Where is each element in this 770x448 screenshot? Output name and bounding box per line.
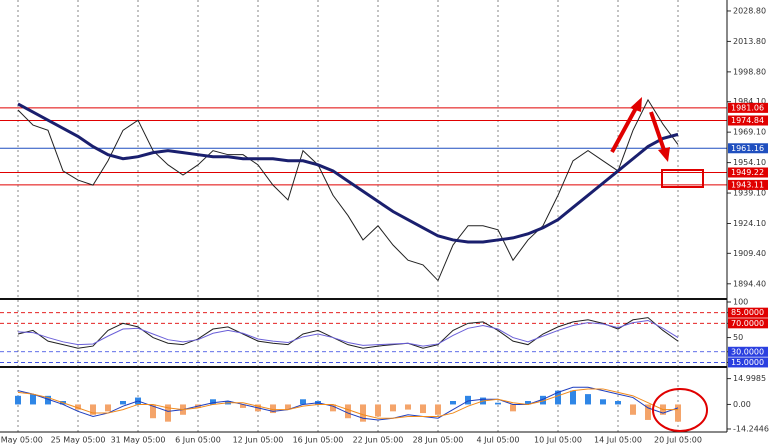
level-label-box bbox=[728, 167, 768, 178]
y-tick-label: 0.00 bbox=[733, 400, 751, 409]
x-tick-label: 31 May 05:00 bbox=[111, 436, 166, 445]
histogram-bar bbox=[210, 399, 216, 405]
level-label-box bbox=[728, 307, 768, 318]
level-label-box bbox=[728, 346, 768, 357]
histogram-bar bbox=[75, 404, 81, 410]
level-label: 1961.16 bbox=[731, 144, 764, 153]
histogram-bar bbox=[165, 404, 171, 422]
histogram-bar bbox=[375, 404, 381, 417]
histogram-bar bbox=[645, 404, 651, 420]
level-label-box bbox=[728, 318, 768, 329]
histogram-bar bbox=[495, 402, 501, 405]
y-tick-label: 1939.10 bbox=[733, 189, 766, 198]
y-tick-label: 1984.10 bbox=[733, 97, 766, 106]
histogram-bar bbox=[510, 404, 516, 412]
level-label: 1974.84 bbox=[731, 116, 764, 125]
y-tick-label: 1998.80 bbox=[733, 67, 766, 76]
y-tick-label: 1909.40 bbox=[733, 249, 766, 258]
y-tick-label: 1954.10 bbox=[733, 158, 766, 167]
x-tick-label: 9 May 05:00 bbox=[0, 436, 43, 445]
y-tick-label: -14.2446 bbox=[733, 424, 769, 433]
y-tick-label: 1924.10 bbox=[733, 219, 766, 228]
histogram-bar bbox=[240, 404, 246, 408]
y-tick-label: 2013.80 bbox=[733, 37, 766, 46]
data-line bbox=[17, 102, 679, 244]
histogram-bar bbox=[330, 404, 336, 412]
histogram-bar bbox=[150, 404, 156, 419]
x-tick-label: 14 Jul 05:00 bbox=[594, 436, 642, 445]
y-tick-label: 50 bbox=[733, 333, 743, 342]
x-tick-label: 6 Jun 05:00 bbox=[175, 436, 221, 445]
data-line bbox=[17, 98, 679, 282]
histogram-bar bbox=[555, 390, 561, 405]
histogram-bar bbox=[120, 401, 126, 405]
level-label-box bbox=[728, 115, 768, 126]
level-label-box bbox=[728, 102, 768, 113]
histogram-bar bbox=[105, 404, 111, 412]
arrow bbox=[610, 107, 638, 153]
level-label: 1943.11 bbox=[731, 180, 764, 189]
histogram-bar bbox=[360, 404, 366, 422]
x-tick-label: 16 Jun 05:00 bbox=[293, 436, 344, 445]
level-label: 1949.22 bbox=[731, 168, 764, 177]
arrow bbox=[649, 111, 666, 151]
level-label-box bbox=[728, 143, 768, 154]
histogram-bar bbox=[45, 395, 51, 405]
histogram-bar bbox=[15, 395, 21, 405]
histogram-bar bbox=[300, 399, 306, 405]
data-line bbox=[17, 386, 679, 421]
x-tick-label: 10 Jul 05:00 bbox=[534, 436, 582, 445]
histogram-bar bbox=[420, 404, 426, 414]
histogram-bar bbox=[570, 390, 576, 405]
y-tick-label: 14.9985 bbox=[733, 374, 766, 383]
y-tick-label: 1894.40 bbox=[733, 279, 766, 288]
arrow-head bbox=[658, 147, 670, 162]
histogram-bar bbox=[525, 401, 531, 405]
y-tick-label: 85.0000 bbox=[731, 308, 764, 317]
x-tick-label: 4 Jul 05:00 bbox=[477, 436, 520, 445]
y-tick-label: 15.0000 bbox=[731, 358, 764, 367]
data-line bbox=[17, 388, 678, 419]
level-label-box bbox=[728, 179, 768, 190]
level-label-box bbox=[728, 357, 768, 368]
level-label: 1981.06 bbox=[731, 103, 764, 112]
y-tick-label: 70.0000 bbox=[731, 319, 764, 328]
histogram-bar bbox=[270, 404, 276, 414]
y-tick-label: 2028.80 bbox=[733, 6, 766, 15]
histogram-bar bbox=[540, 395, 546, 405]
y-tick-label: 100 bbox=[733, 298, 748, 307]
data-line bbox=[17, 317, 679, 349]
histogram-bar bbox=[630, 404, 636, 415]
x-tick-label: 22 Jun 05:00 bbox=[353, 436, 404, 445]
highlight-circle bbox=[652, 388, 708, 432]
histogram-bar bbox=[450, 401, 456, 405]
histogram-bar bbox=[405, 404, 411, 410]
highlight-box bbox=[661, 169, 704, 188]
histogram-bar bbox=[285, 404, 291, 410]
histogram-bar bbox=[675, 404, 681, 422]
data-line bbox=[17, 319, 679, 347]
y-tick-label: 30.0000 bbox=[731, 347, 764, 356]
histogram-bar bbox=[435, 404, 441, 415]
histogram-bar bbox=[30, 394, 36, 405]
arrow-head bbox=[630, 97, 642, 112]
y-tick-label: 1969.10 bbox=[733, 128, 766, 137]
histogram-bar bbox=[390, 404, 396, 412]
histogram-bar bbox=[600, 399, 606, 405]
histogram-bar bbox=[615, 401, 621, 405]
histogram-bar bbox=[345, 404, 351, 419]
x-tick-label: 12 Jun 05:00 bbox=[233, 436, 284, 445]
histogram-bar bbox=[90, 404, 96, 415]
histogram-bar bbox=[465, 395, 471, 405]
x-tick-label: 20 Jul 05:00 bbox=[654, 436, 702, 445]
x-tick-label: 25 May 05:00 bbox=[51, 436, 106, 445]
x-tick-label: 28 Jun 05:00 bbox=[413, 436, 464, 445]
histogram-bar bbox=[585, 394, 591, 405]
